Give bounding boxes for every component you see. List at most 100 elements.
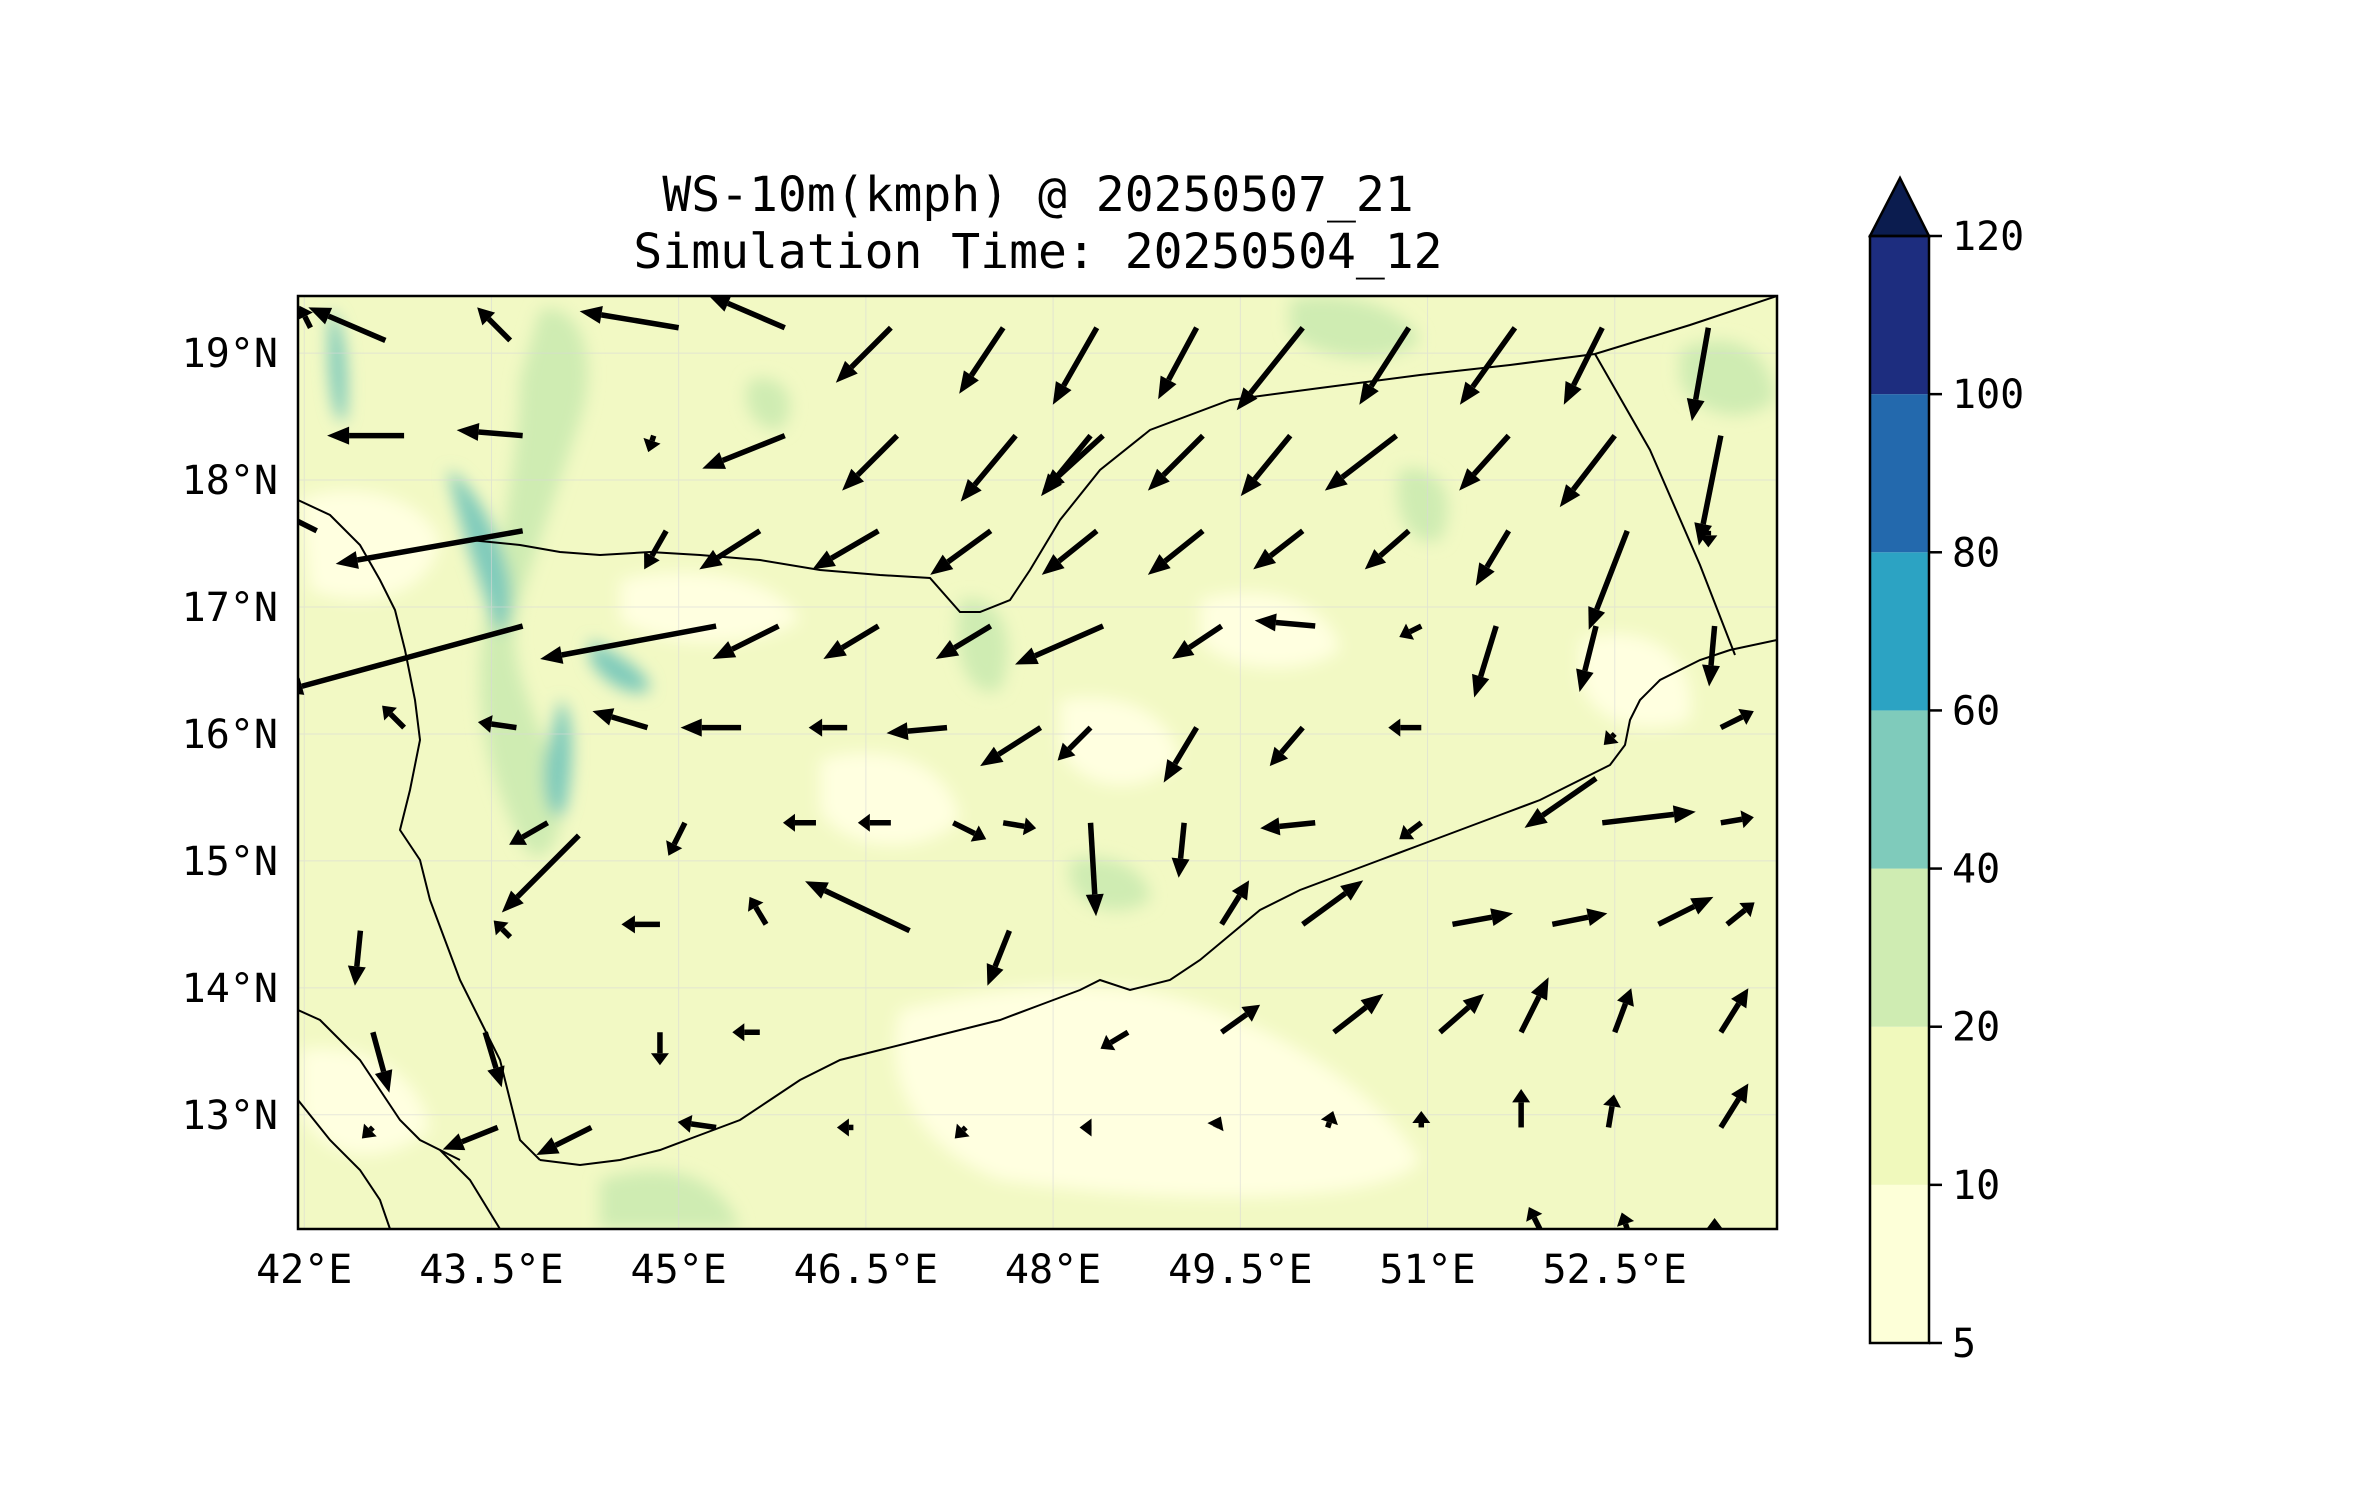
wind-speed-field bbox=[300, 296, 1775, 1229]
wind-vector bbox=[747, 896, 769, 926]
border-africa bbox=[298, 1099, 391, 1229]
wind-vector bbox=[842, 433, 900, 491]
wind-vector bbox=[1718, 988, 1749, 1034]
wind-vector bbox=[1388, 718, 1422, 737]
colorbar-segments bbox=[1870, 236, 1929, 1343]
colorbar-extend-arrow bbox=[1867, 175, 1932, 238]
wind-vector bbox=[1576, 625, 1599, 693]
colorbar-tick-label: 20 bbox=[1952, 1005, 2000, 1051]
wind-vector bbox=[954, 1123, 970, 1139]
lat-tick-label: 19°N bbox=[182, 331, 278, 377]
wind-vector bbox=[361, 1123, 377, 1139]
coastline-red-sea-east bbox=[298, 499, 541, 1161]
wind-vector bbox=[1171, 822, 1190, 878]
wind-vector bbox=[1612, 988, 1634, 1034]
wind-vector bbox=[1085, 822, 1104, 917]
wind-vector bbox=[1603, 730, 1619, 745]
wind-vector bbox=[1524, 776, 1598, 828]
colorbar-ticks: 5 10 20 40 60 80 100 120 bbox=[1929, 214, 2024, 1367]
wind-vector bbox=[1399, 820, 1423, 840]
wind-vector bbox=[1725, 902, 1755, 927]
wind-vector bbox=[857, 813, 891, 832]
wind-vector bbox=[1559, 433, 1617, 508]
coastlines-borders bbox=[298, 296, 1777, 1229]
wind-vector bbox=[592, 708, 649, 731]
wind-vector bbox=[477, 307, 513, 343]
wind-vector bbox=[1269, 725, 1305, 767]
wind-vector bbox=[1041, 528, 1099, 575]
wind-vector bbox=[442, 1124, 499, 1151]
wind-vector bbox=[1472, 625, 1499, 698]
wind-vector bbox=[1147, 528, 1205, 575]
wind-vector bbox=[501, 833, 581, 913]
wind-vector bbox=[1657, 896, 1714, 927]
wind-vector bbox=[1459, 326, 1518, 405]
wind-vector bbox=[1364, 528, 1411, 570]
colorbar-tick-label: 60 bbox=[1952, 688, 2000, 734]
colorbar-tick-label: 40 bbox=[1952, 847, 2000, 893]
wind-vector bbox=[1706, 1218, 1723, 1229]
wind-vector bbox=[1475, 529, 1512, 586]
wind-vector bbox=[1359, 326, 1412, 405]
colorbar-frame bbox=[1868, 234, 1931, 1345]
wind-vector bbox=[1452, 908, 1513, 928]
wind-vector bbox=[986, 929, 1012, 986]
wind-vector bbox=[1332, 993, 1384, 1035]
wind-vector bbox=[1002, 817, 1037, 836]
lat-tick-label: 13°N bbox=[182, 1093, 278, 1139]
colorbar-segment bbox=[1870, 710, 1929, 869]
wind-vector bbox=[1041, 433, 1093, 497]
map-title: WS-10m(kmph) @ 20250507_21 bbox=[662, 167, 1413, 223]
border-saudi-yemen bbox=[469, 296, 1777, 613]
lat-axis: 19°N 18°N 17°N 16°N 15°N 14°N 13°N bbox=[182, 331, 278, 1139]
wind-vector bbox=[1219, 1004, 1261, 1035]
wind-vector bbox=[644, 529, 669, 570]
wind-vector bbox=[298, 623, 524, 695]
wind-vector bbox=[1172, 623, 1224, 660]
wind-vector bbox=[1219, 880, 1250, 926]
lat-tick-label: 18°N bbox=[182, 458, 278, 504]
wind-vector bbox=[1563, 326, 1605, 405]
wind-vector bbox=[621, 915, 660, 934]
wind-vector bbox=[812, 528, 880, 570]
wind-vector bbox=[1260, 817, 1316, 836]
lat-tick-label: 17°N bbox=[182, 585, 278, 631]
wind-vector bbox=[536, 1124, 593, 1155]
wind-vector bbox=[699, 528, 762, 570]
lat-tick-label: 16°N bbox=[182, 712, 278, 758]
lon-axis: 42°E 43.5°E 45°E 46.5°E 48°E 49.5°E 51°E 52.5°E bbox=[256, 1247, 1687, 1293]
wind-vector bbox=[1720, 810, 1754, 829]
wind-vector bbox=[702, 433, 786, 469]
colorbar-segment bbox=[1870, 1026, 1929, 1185]
border-oman-yemen bbox=[1594, 353, 1736, 656]
wind-vectors bbox=[298, 296, 1755, 1229]
wind-vector bbox=[456, 422, 523, 441]
wind-vector bbox=[347, 930, 366, 986]
wind-vector bbox=[1147, 433, 1205, 491]
wind-vector bbox=[1253, 528, 1305, 570]
lon-tick-label: 51°E bbox=[1379, 1247, 1475, 1293]
wind-vector bbox=[477, 715, 517, 733]
wind-vector bbox=[782, 813, 816, 832]
graticule bbox=[298, 296, 1777, 1229]
wind-vector bbox=[935, 623, 993, 660]
wind-vector bbox=[666, 821, 688, 856]
wind-vector bbox=[1702, 625, 1720, 687]
map-panel bbox=[298, 296, 1777, 1229]
wind-vector bbox=[1399, 623, 1423, 640]
lat-tick-label: 14°N bbox=[182, 966, 278, 1012]
wind-vector bbox=[709, 296, 786, 331]
wind-vector bbox=[808, 718, 848, 737]
wind-vector bbox=[1301, 880, 1364, 927]
colorbar-segment bbox=[1870, 868, 1929, 1027]
lon-tick-label: 52.5°E bbox=[1542, 1247, 1687, 1293]
coastline-arabian-sea bbox=[539, 639, 1777, 1167]
colorbar-tick-label: 10 bbox=[1952, 1163, 2000, 1209]
wind-vector bbox=[886, 722, 948, 741]
colorbar-segment bbox=[1870, 552, 1929, 711]
wind-vector bbox=[1718, 1083, 1749, 1129]
wind-vector bbox=[823, 623, 880, 660]
wind-vector bbox=[308, 307, 387, 343]
wind-vector bbox=[1412, 1110, 1431, 1128]
wind-vector bbox=[1163, 726, 1199, 783]
